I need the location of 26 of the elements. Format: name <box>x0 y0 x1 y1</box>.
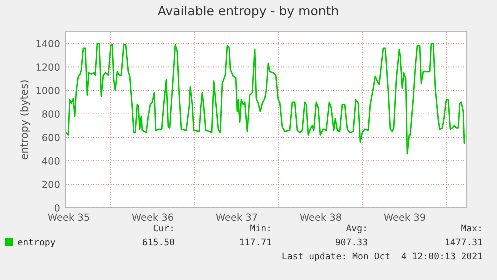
text: Last update: Mon Oct 4 12:00:13 2021 <box>282 252 482 262</box>
text: 117.71 <box>240 238 272 246</box>
y-tick-label: 800 <box>42 110 60 118</box>
text: 615.50 <box>142 238 174 246</box>
legend-label: entropy <box>18 239 56 248</box>
text: Max: <box>462 224 481 232</box>
y-tick-label: 600 <box>42 134 60 142</box>
x-tick-label: Week 39 <box>384 214 426 222</box>
chart-title: Available entropy - by month <box>158 6 338 18</box>
x-tick-label: Week 37 <box>216 214 258 222</box>
y-tick-label: 400 <box>42 158 60 165</box>
line-series <box>66 43 466 155</box>
text: 1477.31 <box>446 238 482 246</box>
text: 907.33 <box>336 238 368 246</box>
y-tick-label: 1000 <box>36 87 60 94</box>
x-tick-label: Week 35 <box>48 214 90 222</box>
y-tick-label: 200 <box>42 181 60 188</box>
text: Avg: <box>346 224 366 234</box>
text: Cur: <box>154 224 173 232</box>
y-tick-label: 1200 <box>36 64 60 72</box>
x-tick-label: Week 36 <box>132 214 174 222</box>
x-tick-label: Week 38 <box>300 214 342 222</box>
y-tick-label: 1400 <box>36 40 60 48</box>
y-tick-label: 0 <box>54 204 60 212</box>
y-axis-title: entropy (bytes) <box>20 80 30 160</box>
text: Min: <box>250 224 270 232</box>
